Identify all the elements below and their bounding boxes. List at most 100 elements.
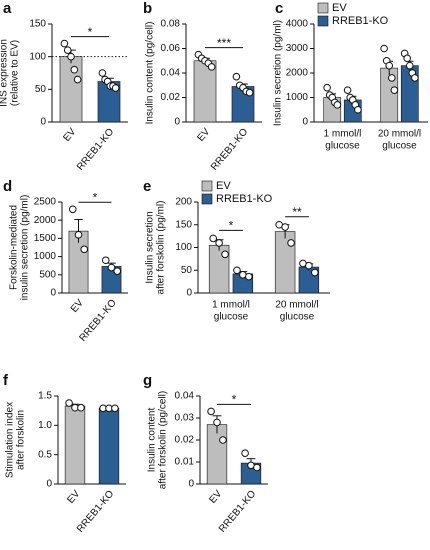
y-axis-label: Insulin secretion (pg/ml) bbox=[273, 20, 284, 126]
y-tick-label: 50 bbox=[181, 265, 193, 276]
x-tick-label: EV bbox=[65, 488, 82, 506]
data-point bbox=[323, 83, 331, 92]
data-point bbox=[101, 256, 110, 265]
y-axis-label: (relative to EV) bbox=[10, 40, 21, 106]
data-point bbox=[219, 436, 227, 444]
panel-label: e bbox=[143, 178, 151, 195]
data-point bbox=[305, 261, 313, 270]
y-tick-label: 2000 bbox=[34, 215, 57, 226]
y-axis-label: Forskolin-mediated bbox=[9, 205, 20, 290]
data-point bbox=[74, 230, 83, 239]
x-tick-label: 20 mmol/l bbox=[378, 129, 421, 140]
data-point bbox=[213, 418, 221, 427]
data-point bbox=[411, 74, 419, 82]
x-tick-label: 20 mmol/l bbox=[275, 300, 318, 311]
y-tick-label: 0.02 bbox=[175, 435, 195, 446]
legend-swatch bbox=[317, 15, 329, 27]
bar bbox=[64, 405, 86, 485]
data-point bbox=[253, 463, 261, 472]
bar bbox=[59, 56, 83, 123]
data-point bbox=[107, 263, 116, 272]
data-point bbox=[287, 239, 295, 247]
x-tick-label: 1 mmol/l bbox=[212, 300, 250, 311]
x-tick-label: EV bbox=[195, 126, 212, 144]
y-axis-label: Stimulation index bbox=[5, 402, 16, 478]
data-point bbox=[207, 407, 215, 416]
data-point bbox=[388, 74, 396, 82]
y-tick-label: 1500 bbox=[34, 233, 57, 244]
data-point bbox=[73, 75, 82, 84]
y-tick-label: 200 bbox=[175, 197, 192, 208]
data-point bbox=[232, 72, 241, 81]
x-tick-label: glucose bbox=[382, 141, 417, 152]
data-point bbox=[111, 84, 120, 92]
data-point bbox=[385, 61, 394, 70]
significance-label: * bbox=[229, 219, 234, 233]
legend-label: EV bbox=[332, 2, 347, 14]
panel-label: c bbox=[275, 0, 283, 17]
data-point bbox=[111, 404, 119, 413]
y-tick-label: 0.06 bbox=[161, 43, 181, 54]
significance-label: * bbox=[93, 190, 98, 204]
data-point bbox=[77, 403, 85, 412]
y-tick-label: 0 bbox=[46, 479, 52, 490]
bar bbox=[206, 424, 228, 485]
legend-label: RREB1-KO bbox=[216, 193, 273, 205]
panel: f Stimulation index after forskolin 0 0.5 1.0… bbox=[3, 372, 126, 535]
y-axis-label: after forskolin (pg/ml) bbox=[156, 201, 167, 295]
panel: b Insulin content (pg/cell) 0 0.02 0.04 0.06 0… bbox=[143, 0, 262, 173]
data-point bbox=[98, 69, 107, 77]
data-point bbox=[65, 399, 73, 407]
y-tick-label: 0.02 bbox=[161, 92, 181, 103]
y-tick-label: 1.0 bbox=[38, 420, 52, 431]
data-point bbox=[311, 268, 319, 277]
legend-swatch bbox=[201, 180, 213, 192]
panel-label: f bbox=[3, 372, 9, 389]
y-tick-label: 0 bbox=[50, 288, 56, 299]
data-point bbox=[68, 205, 77, 214]
x-tick-label: 1 mmol/l bbox=[324, 129, 362, 140]
y-tick-label: 0 bbox=[188, 479, 194, 490]
y-tick-label: 2500 bbox=[34, 197, 57, 208]
legend-swatch bbox=[317, 2, 329, 14]
x-tick-label: glucose bbox=[325, 141, 360, 152]
y-tick-label: 0.01 bbox=[175, 457, 195, 468]
panel: a INS expression (relative to EV) 0 50 100 150… bbox=[0, 0, 128, 173]
panel: c Insulin secretion (pg/ml) 0 1000 2000 3000 4… bbox=[273, 0, 428, 152]
legend-label: RREB1-KO bbox=[332, 15, 389, 27]
significance-label: *** bbox=[217, 36, 231, 50]
legend-label: EV bbox=[216, 180, 231, 192]
y-tick-label: 0.08 bbox=[161, 19, 181, 30]
y-tick-label: 0 bbox=[40, 117, 46, 128]
data-point bbox=[221, 250, 229, 259]
significance-label: * bbox=[232, 393, 237, 407]
panel: e Insulin secretion after forskolin (pg/ml… bbox=[143, 178, 330, 323]
y-tick-label: 0 bbox=[174, 117, 180, 128]
x-tick-label: RREB1-KO bbox=[75, 126, 116, 172]
data-point bbox=[281, 223, 289, 231]
y-tick-label: 0.04 bbox=[161, 68, 181, 79]
data-point bbox=[245, 88, 254, 97]
y-tick-label: 150 bbox=[175, 219, 192, 230]
data-point bbox=[80, 245, 89, 254]
y-tick-label: 2000 bbox=[286, 68, 309, 79]
data-point bbox=[70, 65, 79, 74]
data-point bbox=[233, 266, 241, 275]
data-point bbox=[380, 44, 388, 53]
data-point bbox=[245, 272, 253, 281]
y-tick-label: 1.5 bbox=[38, 391, 52, 402]
y-tick-label: 50 bbox=[35, 84, 47, 95]
y-axis-label: after forskolin bbox=[16, 410, 27, 470]
data-point bbox=[403, 54, 411, 63]
panel-label: a bbox=[3, 0, 12, 17]
significance-label: * bbox=[88, 25, 93, 39]
y-axis-label: INS expression bbox=[0, 39, 10, 107]
y-axis-label: Insulin content (pg/cell) bbox=[145, 22, 156, 125]
x-tick-label: EV bbox=[69, 297, 86, 315]
data-point bbox=[113, 267, 122, 275]
data-point bbox=[67, 52, 75, 61]
data-point bbox=[354, 105, 362, 114]
x-tick-label: EV bbox=[207, 488, 224, 506]
data-point bbox=[63, 46, 72, 54]
